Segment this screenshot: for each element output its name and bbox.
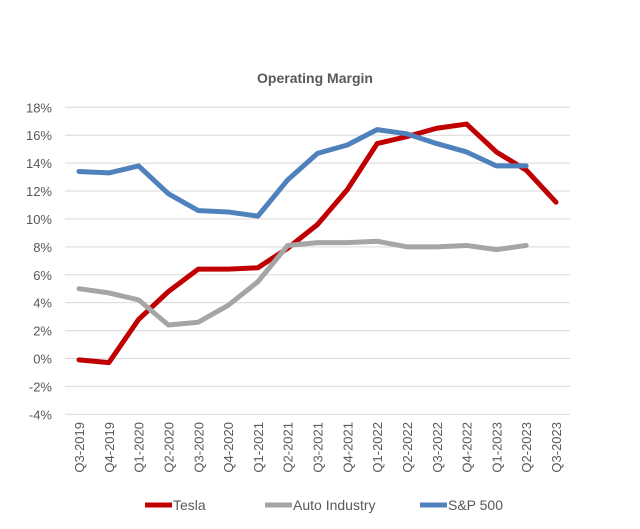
- chart-title: Operating Margin: [257, 70, 373, 86]
- x-tick-label: Q1-2021: [251, 422, 266, 473]
- x-tick-label: Q2-2021: [281, 422, 296, 473]
- y-tick-label: 4%: [33, 296, 52, 311]
- y-tick-label: -2%: [29, 379, 53, 394]
- x-tick-label: Q2-2022: [400, 422, 415, 473]
- x-tick-label: Q3-2020: [191, 422, 206, 473]
- y-tick-label: 2%: [33, 324, 52, 339]
- legend: Tesla Auto Industry S&P 500: [145, 497, 503, 513]
- legend-item: Auto Industry: [265, 497, 376, 513]
- y-tick-label: 18%: [26, 100, 52, 115]
- y-tick-label: 0%: [33, 351, 52, 366]
- legend-label: Auto Industry: [293, 497, 376, 513]
- x-tick-label: Q1-2023: [489, 422, 504, 473]
- y-tick-label: 6%: [33, 268, 52, 283]
- x-tick-label: Q2-2023: [519, 422, 534, 473]
- x-tick-label: Q4-2019: [102, 422, 117, 473]
- series-line-auto-industry: [76, 238, 529, 328]
- x-axis-ticks: Q3-2019 Q4-2019 Q1-2020 Q2-2020 Q3-2020 Q4-20…: [72, 422, 564, 473]
- x-tick-label: Q3-2022: [430, 422, 445, 473]
- y-axis-ticks: -4% -2% 0% 2% 4% 6% 8% 10% 12% 14% 16% 18%: [26, 100, 52, 422]
- x-tick-label: Q3-2021: [311, 422, 326, 473]
- x-tick-label: Q3-2019: [72, 422, 87, 473]
- x-tick-label: Q3-2023: [549, 422, 564, 473]
- legend-item: S&P 500: [420, 497, 503, 513]
- y-tick-label: 14%: [26, 156, 52, 171]
- series-line-s-p-500: [76, 127, 529, 219]
- legend-label: S&P 500: [448, 497, 503, 513]
- x-tick-label: Q4-2021: [340, 422, 355, 473]
- y-tick-label: 10%: [26, 212, 52, 227]
- y-tick-label: 16%: [26, 128, 52, 143]
- y-tick-label: 12%: [26, 184, 52, 199]
- y-tick-label: 8%: [33, 240, 52, 255]
- legend-label: Tesla: [173, 497, 206, 513]
- legend-item: Tesla: [145, 497, 206, 513]
- x-tick-label: Q1-2020: [132, 422, 147, 473]
- x-tick-label: Q4-2022: [460, 422, 475, 473]
- y-tick-label: -4%: [29, 407, 53, 422]
- x-tick-label: Q2-2020: [161, 422, 176, 473]
- x-tick-label: Q1-2022: [370, 422, 385, 473]
- x-tick-label: Q4-2020: [221, 422, 236, 473]
- series-lines: [76, 121, 559, 366]
